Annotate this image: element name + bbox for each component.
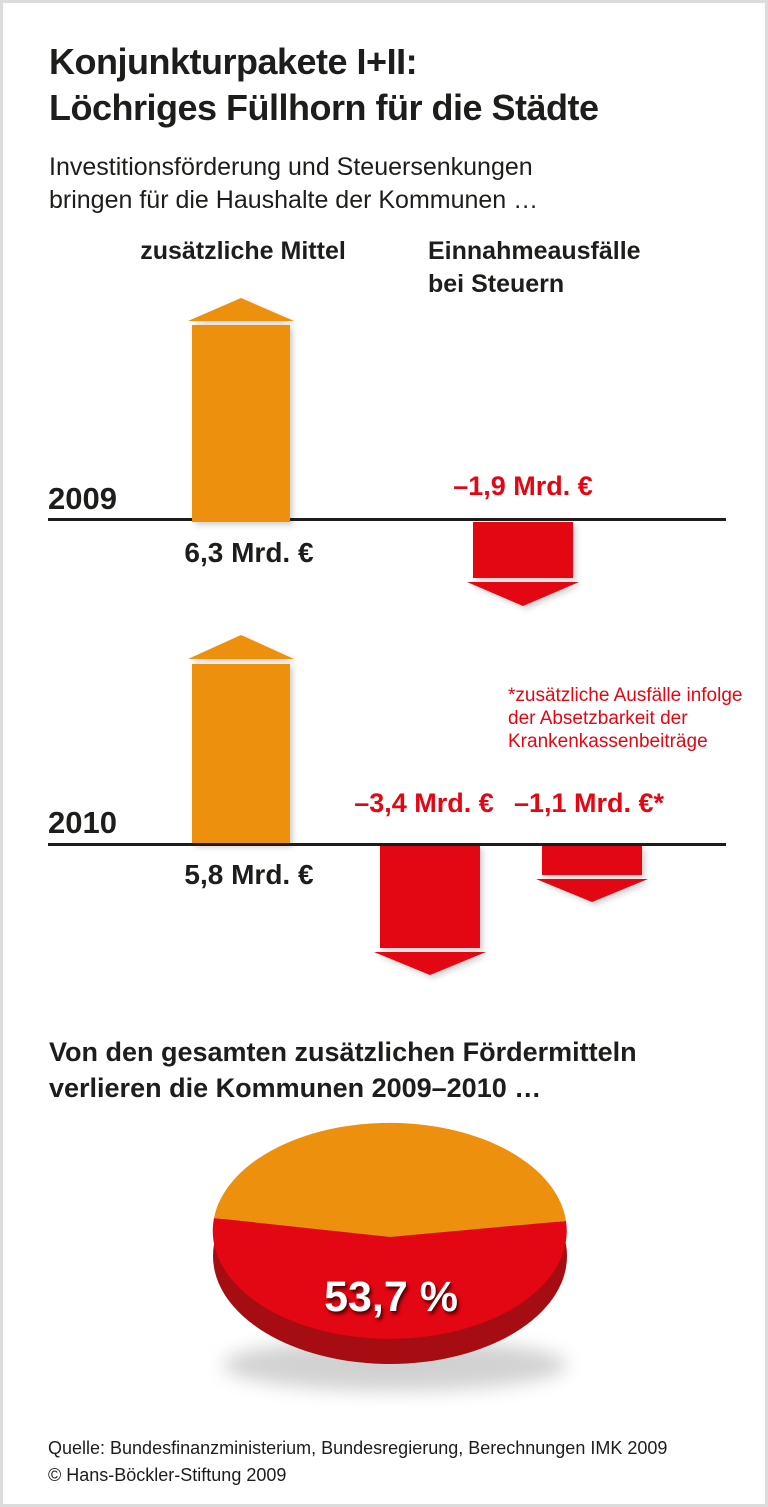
year-label-2010: 2010 bbox=[48, 805, 117, 840]
pie-slice-orange bbox=[214, 1122, 566, 1237]
column-header-revenue-losses: Einnahmeausfälle bei Steuern bbox=[428, 235, 641, 301]
pie-slice-red bbox=[212, 1218, 567, 1339]
footnote-asterisk: *zusätzliche Ausfälle infolge der Absetz… bbox=[508, 684, 742, 753]
loss-down-arrow-2009-head bbox=[467, 582, 579, 606]
gain-up-arrow-2009 bbox=[188, 298, 294, 522]
page-title-line1: Konjunkturpakete I+II: bbox=[49, 41, 418, 82]
copyright-line: © Hans-Böckler-Stiftung 2009 bbox=[48, 1465, 287, 1485]
gain-up-arrow-2009-shaft bbox=[192, 325, 290, 522]
gain-up-arrow-2010-shaft bbox=[192, 664, 290, 844]
pie-section-heading-line2: verlieren die Kommunen 2009–2010 … bbox=[49, 1073, 542, 1103]
gain-value-2010: 5,8 Mrd. € bbox=[184, 859, 314, 890]
column-header-revenue-losses-line2: bei Steuern bbox=[428, 270, 565, 298]
loss2-down-arrow-2010 bbox=[536, 846, 648, 902]
page-subtitle: Investitionsförderung und Steuersenkunge… bbox=[49, 151, 538, 217]
baseline-2010 bbox=[48, 843, 726, 846]
page-title: Konjunkturpakete I+II: Löchriges Füllhor… bbox=[49, 39, 599, 131]
source-line: Quelle: Bundesfinanzministerium, Bundesr… bbox=[48, 1438, 668, 1458]
footer: Quelle: Bundesfinanzministerium, Bundesr… bbox=[48, 1435, 667, 1489]
footnote-line3: Krankenkassenbeiträge bbox=[508, 731, 708, 752]
loss-down-arrow-2009 bbox=[467, 522, 579, 606]
loss2-value-2010: –1,1 Mrd. €* bbox=[513, 788, 665, 818]
pie-section-heading: Von den gesamten zusätzlichen Fördermitt… bbox=[49, 1034, 637, 1106]
gain-up-arrow-2009-head bbox=[188, 298, 294, 321]
page-title-line2: Löchriges Füllhorn für die Städte bbox=[49, 87, 599, 128]
subtitle-line2: bringen für die Haushalte der Kommunen … bbox=[49, 186, 539, 214]
pie-value-label: 53,7 % bbox=[324, 1273, 458, 1321]
gain-value-2009: 6,3 Mrd. € bbox=[184, 537, 314, 568]
loss2-down-arrow-2010-shaft bbox=[542, 846, 642, 875]
loss1-down-arrow-2010-head bbox=[374, 952, 486, 975]
gain-up-arrow-2010-head bbox=[188, 635, 294, 659]
pie-section-heading-line1: Von den gesamten zusätzlichen Fördermitt… bbox=[49, 1037, 637, 1067]
column-header-revenue-losses-line1: Einnahmeausfälle bbox=[428, 237, 641, 265]
loss-down-arrow-2009-shaft bbox=[473, 522, 573, 578]
column-header-additional-funds: zusätzliche Mittel bbox=[140, 237, 346, 265]
footnote-line2: der Absetzbarkeit der bbox=[508, 708, 688, 729]
subtitle-line1: Investitionsförderung und Steuersenkunge… bbox=[49, 153, 533, 181]
pie-chart bbox=[212, 1122, 567, 1391]
loss-value-2009: –1,9 Mrd. € bbox=[453, 471, 593, 501]
baseline-2009 bbox=[48, 518, 726, 521]
loss1-down-arrow-2010-shaft bbox=[380, 846, 480, 948]
year-label-2009: 2009 bbox=[48, 481, 117, 516]
gain-up-arrow-2010 bbox=[188, 635, 294, 844]
footnote-line1: *zusätzliche Ausfälle infolge bbox=[508, 685, 743, 706]
loss1-down-arrow-2010 bbox=[374, 846, 486, 975]
loss2-down-arrow-2010-head bbox=[536, 879, 648, 902]
loss1-value-2010: –3,4 Mrd. € bbox=[354, 788, 494, 818]
